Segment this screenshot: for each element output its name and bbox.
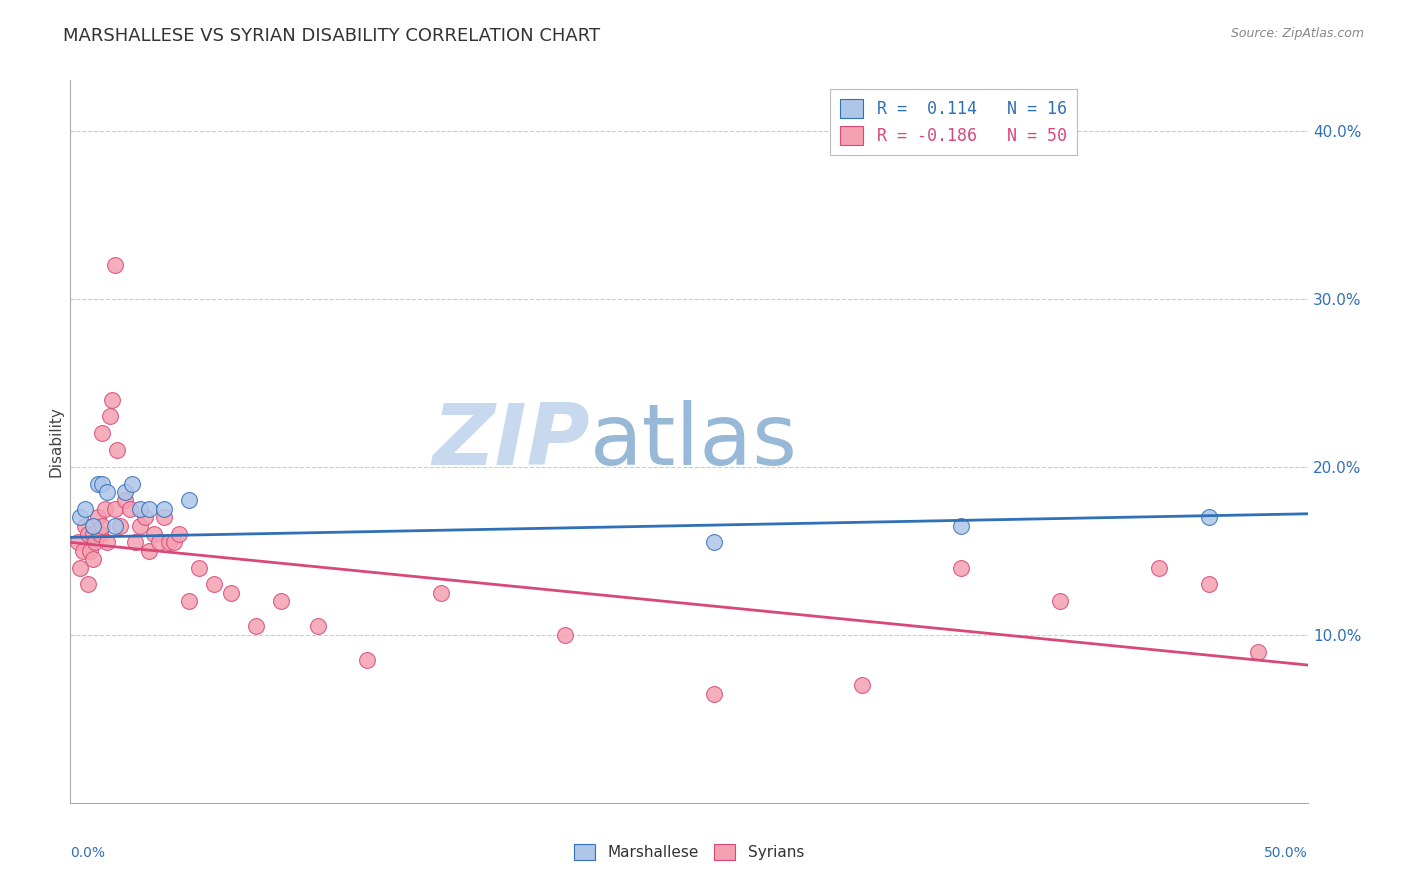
Point (96, 535, 118, 549)
Point (118, 501, 141, 516)
Point (153, 501, 176, 516)
Point (1247, 644, 1270, 658)
Point (163, 535, 186, 549)
Point (307, 619, 329, 633)
Text: ZIP: ZIP (432, 400, 591, 483)
Point (69, 510, 91, 524)
Point (104, 501, 127, 516)
Point (1049, 594, 1071, 608)
Point (75, 501, 97, 516)
Text: 0.0%: 0.0% (70, 847, 105, 860)
Point (430, 586, 453, 600)
Point (245, 619, 267, 633)
Point (356, 653, 378, 667)
Point (177, 493, 200, 508)
Point (1198, 577, 1220, 591)
Point (101, 392, 124, 407)
Point (84, 535, 107, 549)
Point (121, 476, 143, 491)
Point (104, 258, 127, 272)
Point (851, 678, 873, 692)
Point (143, 527, 166, 541)
Point (1198, 510, 1220, 524)
Point (138, 543, 160, 558)
Point (96, 485, 118, 500)
Point (157, 535, 180, 549)
Point (950, 518, 973, 533)
Point (91, 518, 114, 533)
Point (1147, 560, 1170, 574)
Text: 50.0%: 50.0% (1264, 847, 1308, 860)
Text: MARSHALLESE VS SYRIAN DISABILITY CORRELATION CHART: MARSHALLESE VS SYRIAN DISABILITY CORRELA… (63, 27, 600, 45)
Legend: Marshallese, Syrians: Marshallese, Syrians (574, 844, 804, 860)
Point (703, 687, 725, 701)
Point (72, 543, 94, 558)
Point (188, 560, 211, 574)
Point (703, 535, 725, 549)
Point (79, 543, 101, 558)
Point (219, 586, 242, 600)
Point (124, 535, 146, 549)
Point (75, 518, 97, 533)
Point (270, 594, 292, 608)
Point (105, 442, 128, 457)
Point (69, 560, 91, 574)
Point (89, 527, 111, 541)
Text: atlas: atlas (591, 400, 799, 483)
Point (94, 501, 117, 516)
Point (76, 527, 98, 541)
Y-axis label: Disability: Disability (48, 406, 63, 477)
Point (108, 518, 131, 533)
Point (82, 552, 104, 566)
Point (177, 594, 200, 608)
Point (86, 510, 108, 524)
Point (76, 577, 98, 591)
Point (153, 510, 176, 524)
Point (98, 409, 121, 424)
Point (82, 527, 104, 541)
Text: Source: ZipAtlas.com: Source: ZipAtlas.com (1230, 27, 1364, 40)
Point (66, 535, 89, 549)
Point (950, 560, 973, 574)
Point (148, 535, 170, 549)
Point (104, 518, 127, 533)
Point (138, 501, 160, 516)
Point (114, 485, 136, 500)
Point (554, 628, 576, 642)
Point (91, 426, 114, 441)
Point (202, 577, 225, 591)
Point (167, 527, 190, 541)
Point (82, 518, 104, 533)
Point (86, 476, 108, 491)
Point (128, 501, 150, 516)
Point (91, 476, 114, 491)
Point (128, 518, 150, 533)
Point (114, 493, 136, 508)
Point (134, 510, 156, 524)
